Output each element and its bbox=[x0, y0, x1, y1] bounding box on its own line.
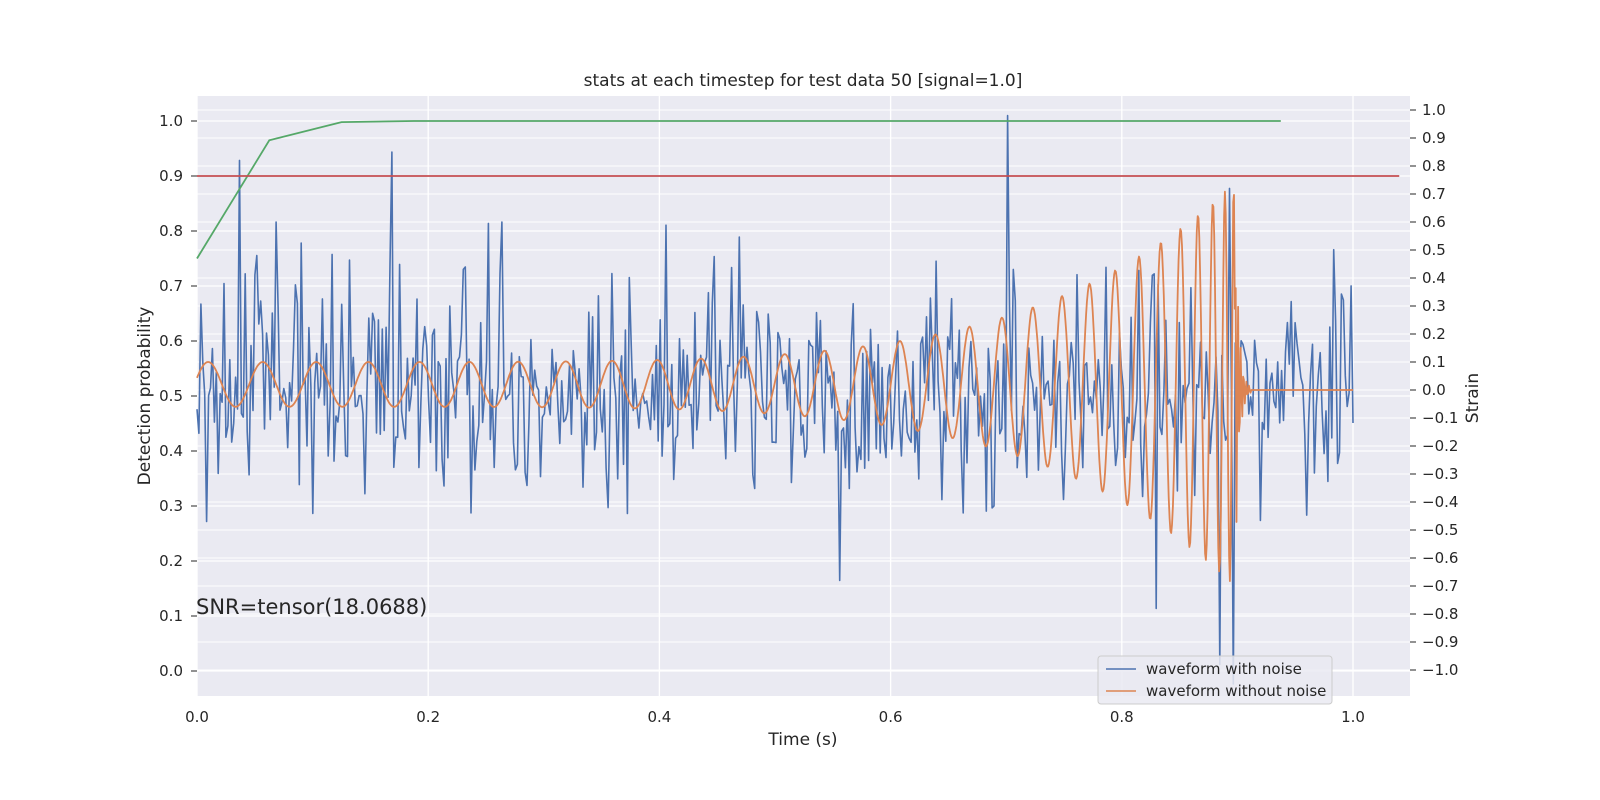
y-tick-label-left: 0.6 bbox=[159, 332, 183, 350]
chart-title: stats at each timestep for test data 50 … bbox=[584, 71, 1023, 91]
snr-annotation: SNR=tensor(18.0688) bbox=[196, 595, 427, 619]
y-tick-label-left: 1.0 bbox=[159, 112, 183, 130]
y-tick-label-left: 0.3 bbox=[159, 497, 183, 515]
right-axis-ticks: 1.0 0.9 0.8 0.7 0.6 0.5 0.4 0.3 0.2 0.1 0.0 −0.1 −0.… bbox=[1410, 101, 1458, 679]
series-waveform-without-noise bbox=[196, 190, 1354, 582]
y-tick-label-right: −0.8 bbox=[1422, 605, 1458, 623]
y-tick-label-left: 0.7 bbox=[159, 277, 183, 295]
series-waveform-with-noise bbox=[196, 114, 1354, 685]
y-tick-label-left: 0.4 bbox=[159, 442, 183, 460]
legend-box bbox=[1097, 655, 1333, 705]
y-tick-label-left: 0.5 bbox=[159, 387, 183, 405]
y-tick-label-left: 0.2 bbox=[159, 552, 183, 570]
y-tick-label-right: 0.1 bbox=[1422, 353, 1446, 371]
y-tick-label-right: −0.5 bbox=[1422, 521, 1458, 539]
left-axis-label: Detection probability bbox=[135, 307, 155, 486]
y-tick-label-right: 0.2 bbox=[1422, 325, 1446, 343]
x-tick-label: 1.0 bbox=[1341, 708, 1365, 726]
y-tick-label-right: 0.7 bbox=[1422, 185, 1446, 203]
y-tick-label-right: −0.9 bbox=[1422, 633, 1458, 651]
legend-label-clean: waveform without noise bbox=[1146, 682, 1326, 700]
x-tick-label: 0.2 bbox=[416, 708, 440, 726]
y-tick-label-left: 0.1 bbox=[159, 607, 183, 625]
y-tick-label-right: 0.8 bbox=[1422, 157, 1446, 175]
y-tick-label-right: −0.3 bbox=[1422, 465, 1458, 483]
y-tick-label-right: −0.2 bbox=[1422, 437, 1458, 455]
y-tick-label-right: −1.0 bbox=[1422, 661, 1458, 679]
y-tick-label-left: 0.9 bbox=[159, 167, 183, 185]
y-tick-label-right: 0.3 bbox=[1422, 297, 1446, 315]
waveform-with-noise-line bbox=[196, 114, 1354, 685]
left-axis-ticks: 0.0 0.1 0.2 0.3 0.4 0.5 0.6 0.7 0.8 0.9 1.0 bbox=[159, 112, 197, 680]
y-tick-label-right: −0.6 bbox=[1422, 549, 1458, 567]
x-axis-ticks: 0.0 0.2 0.4 0.6 0.8 1.0 bbox=[185, 708, 1365, 726]
y-tick-label-right: −0.4 bbox=[1422, 493, 1458, 511]
legend: waveform with noise waveform without noi… bbox=[1097, 655, 1333, 705]
series-detection-probability bbox=[196, 120, 1281, 259]
y-tick-label-right: 0.9 bbox=[1422, 129, 1446, 147]
y-tick-label-right: 0.6 bbox=[1422, 213, 1446, 231]
y-tick-label-right: 0.5 bbox=[1422, 241, 1446, 259]
waveform-without-noise-line bbox=[196, 190, 1354, 582]
y-tick-label-right: −0.1 bbox=[1422, 409, 1458, 427]
y-tick-label-right: −0.7 bbox=[1422, 577, 1458, 595]
y-tick-label-right: 1.0 bbox=[1422, 101, 1446, 119]
x-axis-label: Time (s) bbox=[767, 730, 837, 750]
legend-label-noise: waveform with noise bbox=[1146, 660, 1302, 678]
y-tick-label-left: 0.0 bbox=[159, 662, 183, 680]
x-tick-label: 0.0 bbox=[185, 708, 209, 726]
y-tick-label-right: 0.0 bbox=[1422, 381, 1446, 399]
x-tick-label: 0.4 bbox=[647, 708, 671, 726]
detection-probability-line bbox=[196, 120, 1281, 259]
right-axis-label: Strain bbox=[1463, 373, 1483, 423]
y-tick-label-right: 0.4 bbox=[1422, 269, 1446, 287]
x-tick-label: 0.8 bbox=[1110, 708, 1134, 726]
x-tick-label: 0.6 bbox=[879, 708, 903, 726]
y-tick-label-left: 0.8 bbox=[159, 222, 183, 240]
